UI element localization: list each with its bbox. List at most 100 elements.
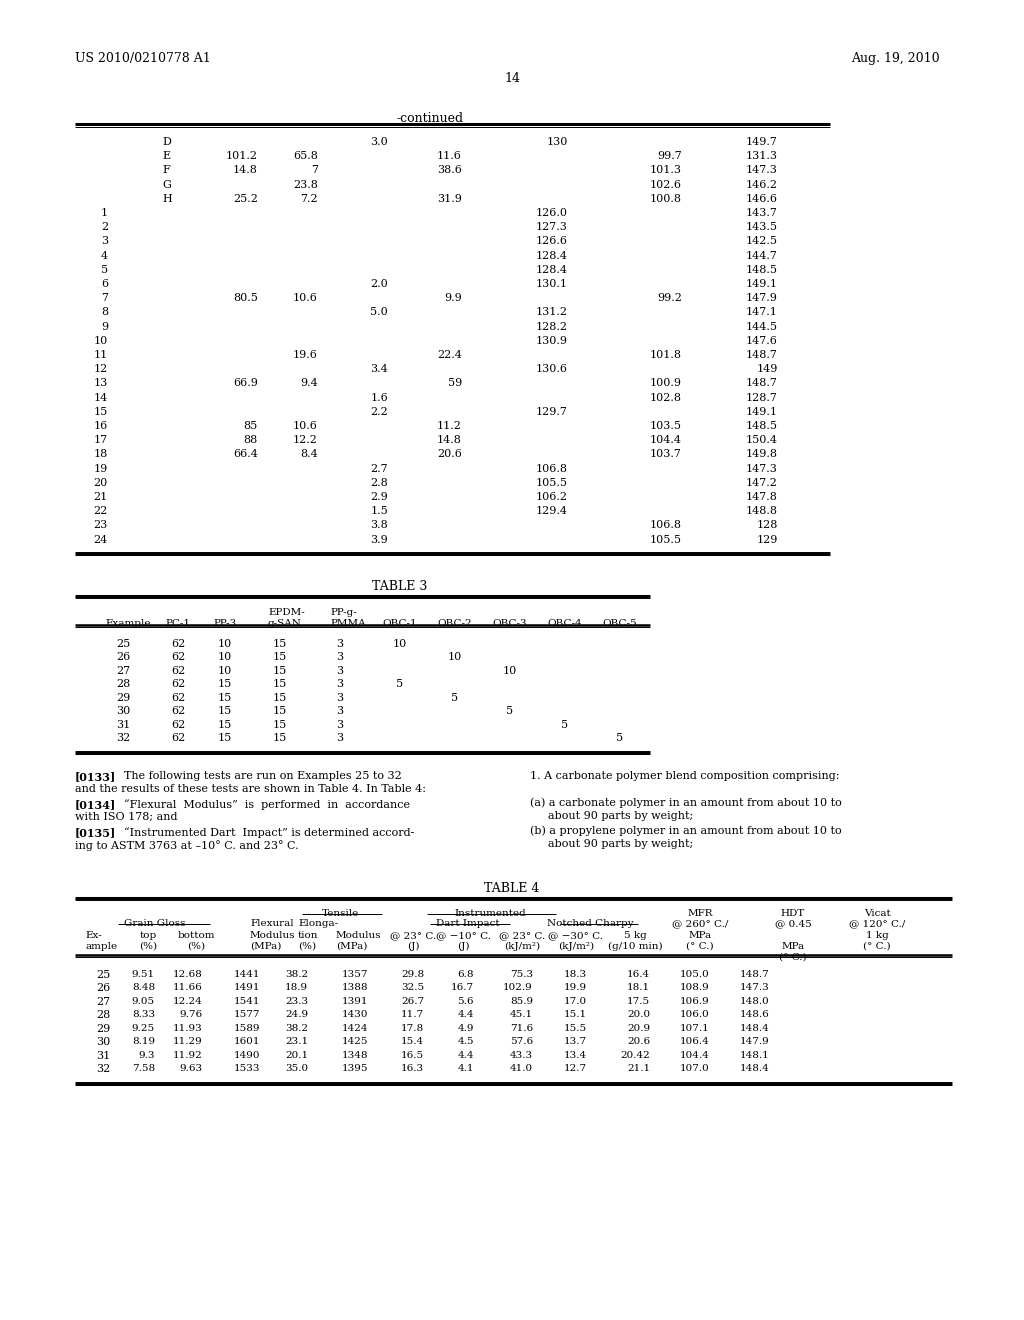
- Text: 128.7: 128.7: [746, 392, 778, 403]
- Text: 4: 4: [101, 251, 108, 260]
- Text: 71.6: 71.6: [510, 1024, 534, 1032]
- Text: 146.2: 146.2: [746, 180, 778, 190]
- Text: 10: 10: [218, 639, 232, 649]
- Text: 105.5: 105.5: [536, 478, 568, 488]
- Text: 65.8: 65.8: [293, 152, 318, 161]
- Text: 25: 25: [96, 970, 111, 979]
- Text: 130.9: 130.9: [536, 335, 568, 346]
- Text: Example: Example: [105, 619, 151, 628]
- Text: 10: 10: [447, 652, 462, 663]
- Text: 100.9: 100.9: [650, 379, 682, 388]
- Text: (%): (%): [298, 941, 316, 950]
- Text: (%): (%): [187, 941, 205, 950]
- Text: D: D: [162, 137, 171, 147]
- Text: 143.5: 143.5: [746, 222, 778, 232]
- Text: 14.8: 14.8: [233, 165, 258, 176]
- Text: Flexural: Flexural: [250, 919, 294, 928]
- Text: 15: 15: [272, 639, 287, 649]
- Text: 62: 62: [171, 639, 185, 649]
- Text: 107.0: 107.0: [680, 1064, 710, 1073]
- Text: 4.5: 4.5: [458, 1038, 474, 1047]
- Text: 7: 7: [311, 165, 318, 176]
- Text: 144.5: 144.5: [746, 322, 778, 331]
- Text: 29: 29: [116, 693, 130, 702]
- Text: 12.7: 12.7: [564, 1064, 587, 1073]
- Text: 15: 15: [272, 734, 287, 743]
- Text: 1491: 1491: [233, 983, 260, 993]
- Text: about 90 parts by weight;: about 90 parts by weight;: [548, 840, 693, 849]
- Text: 11.2: 11.2: [437, 421, 462, 432]
- Text: 75.3: 75.3: [510, 970, 534, 979]
- Text: 31: 31: [116, 719, 130, 730]
- Text: 5.0: 5.0: [371, 308, 388, 317]
- Text: 16.5: 16.5: [400, 1051, 424, 1060]
- Text: 32: 32: [96, 1064, 111, 1074]
- Text: 26.7: 26.7: [400, 997, 424, 1006]
- Text: 2.0: 2.0: [371, 279, 388, 289]
- Text: G: G: [162, 180, 171, 190]
- Text: 24.9: 24.9: [285, 1010, 308, 1019]
- Text: 15: 15: [94, 407, 108, 417]
- Text: 130.6: 130.6: [536, 364, 568, 374]
- Text: 146.6: 146.6: [746, 194, 778, 203]
- Text: 104.4: 104.4: [680, 1051, 710, 1060]
- Text: 45.1: 45.1: [510, 1010, 534, 1019]
- Text: 1441: 1441: [233, 970, 260, 979]
- Text: 147.6: 147.6: [746, 335, 778, 346]
- Text: 3.9: 3.9: [371, 535, 388, 545]
- Text: 25.2: 25.2: [233, 194, 258, 203]
- Text: 103.5: 103.5: [650, 421, 682, 432]
- Text: 3: 3: [337, 719, 344, 730]
- Text: 15: 15: [218, 693, 232, 702]
- Text: 5: 5: [452, 693, 459, 702]
- Text: 148.7: 148.7: [746, 350, 778, 360]
- Text: (° C.): (° C.): [863, 941, 891, 950]
- Text: 5.6: 5.6: [458, 997, 474, 1006]
- Text: 18.9: 18.9: [285, 983, 308, 993]
- Text: 62: 62: [171, 693, 185, 702]
- Text: 14.8: 14.8: [437, 436, 462, 445]
- Text: 9.05: 9.05: [132, 997, 155, 1006]
- Text: 26: 26: [116, 652, 130, 663]
- Text: 128.4: 128.4: [536, 251, 568, 260]
- Text: 1425: 1425: [341, 1038, 368, 1047]
- Text: 1.6: 1.6: [371, 392, 388, 403]
- Text: 8.48: 8.48: [132, 983, 155, 993]
- Text: 22: 22: [94, 506, 108, 516]
- Text: PMMA: PMMA: [330, 619, 366, 628]
- Text: 66.9: 66.9: [233, 379, 258, 388]
- Text: 10: 10: [503, 665, 517, 676]
- Text: 15: 15: [218, 680, 232, 689]
- Text: 31: 31: [96, 1051, 111, 1061]
- Text: 148.4: 148.4: [740, 1024, 770, 1032]
- Text: 38.2: 38.2: [285, 1024, 308, 1032]
- Text: 1395: 1395: [341, 1064, 368, 1073]
- Text: 5: 5: [507, 706, 514, 717]
- Text: 23.3: 23.3: [285, 997, 308, 1006]
- Text: 129.7: 129.7: [537, 407, 568, 417]
- Text: 17.5: 17.5: [627, 997, 650, 1006]
- Text: 7.58: 7.58: [132, 1064, 155, 1073]
- Text: 2: 2: [101, 222, 108, 232]
- Text: Modulus: Modulus: [336, 931, 382, 940]
- Text: 102.6: 102.6: [650, 180, 682, 190]
- Text: @ 120° C./: @ 120° C./: [849, 919, 905, 928]
- Text: 15.5: 15.5: [564, 1024, 587, 1032]
- Text: 26: 26: [96, 983, 111, 993]
- Text: ample: ample: [85, 941, 117, 950]
- Text: 147.9: 147.9: [746, 293, 778, 304]
- Text: 1424: 1424: [341, 1024, 368, 1032]
- Text: 11: 11: [94, 350, 108, 360]
- Text: 29.8: 29.8: [400, 970, 424, 979]
- Text: 127.3: 127.3: [537, 222, 568, 232]
- Text: 80.5: 80.5: [233, 293, 258, 304]
- Text: 10.6: 10.6: [293, 293, 318, 304]
- Text: TABLE 3: TABLE 3: [373, 579, 428, 593]
- Text: [0133]: [0133]: [75, 771, 117, 781]
- Text: 106.4: 106.4: [680, 1038, 710, 1047]
- Text: 21.1: 21.1: [627, 1064, 650, 1073]
- Text: “Instrumented Dart  Impact” is determined accord-: “Instrumented Dart Impact” is determined…: [117, 826, 415, 838]
- Text: (J): (J): [407, 941, 419, 950]
- Text: 148.8: 148.8: [746, 506, 778, 516]
- Text: 148.4: 148.4: [740, 1064, 770, 1073]
